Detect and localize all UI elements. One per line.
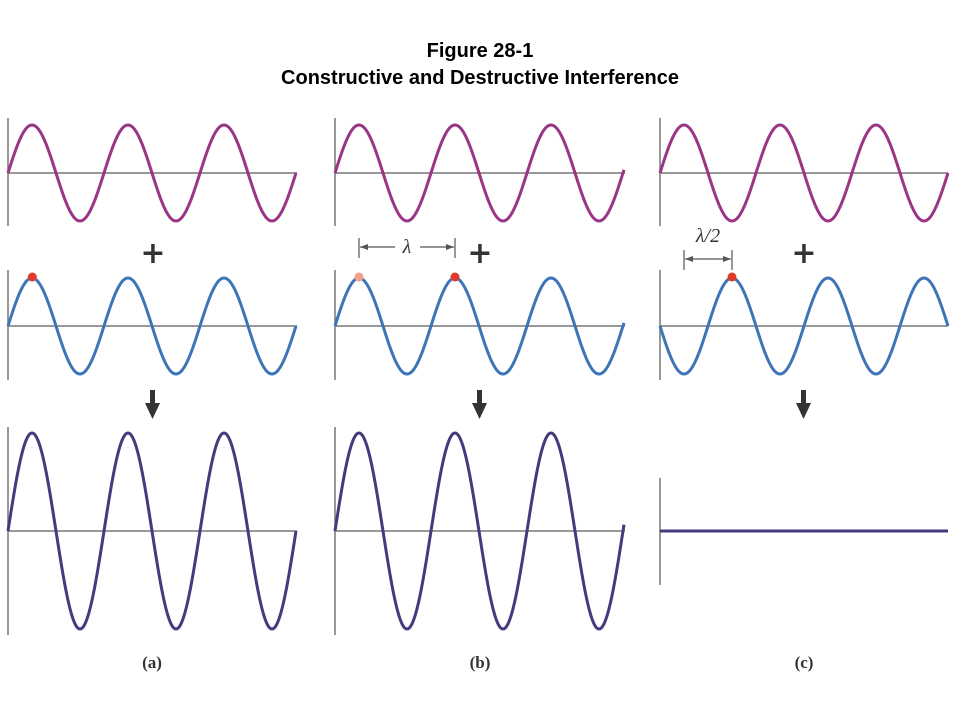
panel-b-start-crest-marker [354, 272, 364, 282]
panel-a-crest-marker [27, 272, 37, 282]
panel-a-result-wave [6, 431, 298, 631]
panel-b-wavelength-label: λ [402, 236, 412, 258]
panel-a: + (a) [6, 118, 298, 672]
panel-c-label: (c) [795, 653, 814, 672]
panel-a-plus-sign: + [140, 236, 165, 271]
panel-b-down-arrow-icon [472, 390, 487, 419]
panel-b-wave2 [333, 276, 626, 376]
panel-c: λ/2 + (c) [658, 118, 950, 672]
figure-title: Figure 28-1 Constructive and Destructive… [0, 38, 960, 92]
panel-c-wave2 [658, 276, 950, 376]
panel-b-plus-sign: + [467, 236, 492, 271]
panel-c-crest-marker [727, 272, 737, 282]
panel-c-down-arrow-icon [796, 390, 811, 419]
panel-b-end-crest-marker [450, 272, 460, 282]
panel-b-wave1 [333, 123, 626, 223]
panel-b-result-wave [333, 431, 626, 631]
panel-a-label: (a) [142, 653, 162, 672]
panel-b: λ + (b) [333, 118, 626, 672]
figure-caption: Constructive and Destructive Interferenc… [281, 67, 679, 89]
panel-c-wave1 [658, 123, 950, 223]
panel-a-wave1 [6, 123, 298, 223]
panel-c-half-wavelength-indicator: λ/2 [683, 225, 733, 270]
panel-a-wave2 [6, 276, 298, 376]
panel-c-half-wavelength-label: λ/2 [695, 225, 720, 247]
panel-a-down-arrow-icon [145, 390, 160, 419]
panel-b-label: (b) [470, 653, 491, 672]
panel-b-wavelength-indicator: λ [358, 236, 456, 258]
panel-c-plus-sign: + [791, 236, 816, 271]
figure-number: Figure 28-1 [426, 40, 534, 62]
